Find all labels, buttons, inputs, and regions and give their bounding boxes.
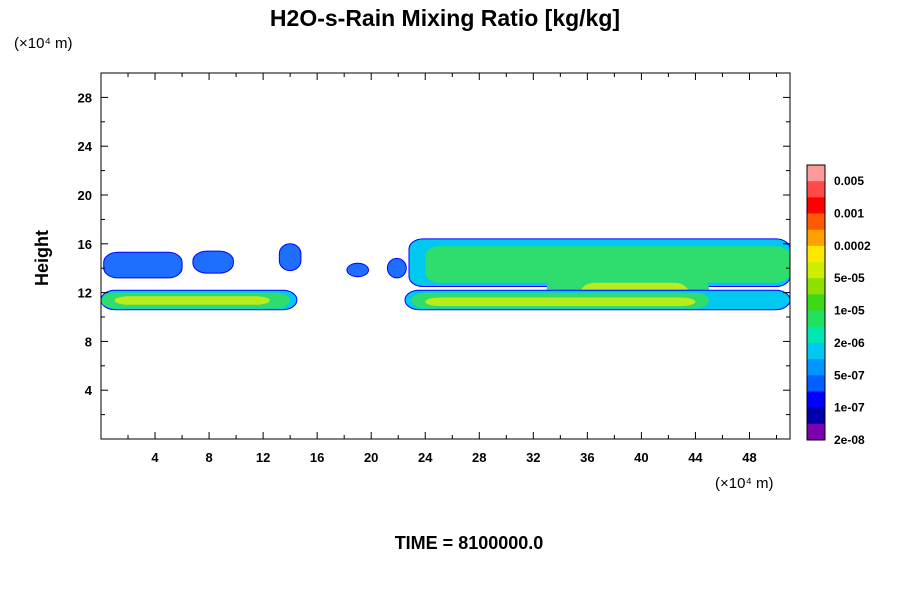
colorbar-swatch-2 xyxy=(807,197,825,214)
colorbar-label-7: 1e-07 xyxy=(834,401,865,415)
chart-title: H2O-s-Rain Mixing Ratio [kg/kg] xyxy=(270,5,620,31)
y-tick-label-12: 12 xyxy=(78,286,92,301)
contour-region-2 xyxy=(278,243,302,272)
colorbar-swatch-0 xyxy=(807,165,825,182)
colorbar-swatch-11 xyxy=(807,342,825,360)
x-tick-label-8: 8 xyxy=(205,450,212,465)
colorbar-swatch-12 xyxy=(807,359,825,376)
x-scale-label: (×10⁴ m) xyxy=(715,475,774,492)
colorbar-label-0: 0.005 xyxy=(834,174,864,188)
x-tick-label-32: 32 xyxy=(526,450,540,465)
plot-frame xyxy=(100,72,791,440)
colorbar-label-4: 1e-05 xyxy=(834,304,865,318)
x-tick-label-44: 44 xyxy=(688,450,703,465)
contour-region-0 xyxy=(103,251,183,279)
x-tick-label-28: 28 xyxy=(472,450,486,465)
colorbar-swatch-6 xyxy=(807,262,825,279)
contour-region-6 xyxy=(425,246,790,283)
x-tick-label-40: 40 xyxy=(634,450,648,465)
y-tick-label-24: 24 xyxy=(78,139,93,154)
contour-region-14 xyxy=(425,297,696,306)
colorbar-label-2: 0.0002 xyxy=(834,239,871,253)
colorbar-swatch-14 xyxy=(807,391,825,408)
colorbar: 0.005 0.001 0.0002 5e-05 1e-05 2e-06 5e-07 1e-0… xyxy=(806,164,871,447)
contour-region-4 xyxy=(386,257,407,279)
y-tick-label-28: 28 xyxy=(78,90,92,105)
colorbar-swatch-10 xyxy=(807,326,825,344)
colorbar-label-1: 0.001 xyxy=(834,207,864,221)
x-tick-label-12: 12 xyxy=(256,450,270,465)
y-axis-label: Height xyxy=(32,230,52,286)
colorbar-swatch-15 xyxy=(807,407,825,425)
y-tick-label-4: 4 xyxy=(85,383,93,398)
colorbar-swatch-3 xyxy=(807,213,825,230)
contour-layer xyxy=(100,238,791,311)
y-tick-label-16: 16 xyxy=(78,237,92,252)
colorbar-swatch-1 xyxy=(807,181,825,198)
colorbar-swatch-4 xyxy=(807,229,825,247)
colorbar-swatch-13 xyxy=(807,375,825,392)
time-footer: TIME = 8100000.0 xyxy=(395,533,544,553)
x-tick-label-4: 4 xyxy=(151,450,159,465)
colorbar-swatch-8 xyxy=(807,294,825,311)
colorbar-swatch-7 xyxy=(807,278,825,295)
contour-region-11 xyxy=(114,296,270,305)
colorbar-label-3: 5e-05 xyxy=(834,271,865,285)
colorbar-swatch-5 xyxy=(807,245,825,263)
contour-region-3 xyxy=(346,262,369,278)
x-tick-label-24: 24 xyxy=(418,450,433,465)
colorbar-label-5: 2e-06 xyxy=(834,336,865,350)
y-tick-label-8: 8 xyxy=(85,334,92,349)
x-tick-label-48: 48 xyxy=(742,450,756,465)
x-tick-label-20: 20 xyxy=(364,450,378,465)
colorbar-swatch-16 xyxy=(807,423,825,441)
colorbar-frame xyxy=(806,164,826,441)
y-scale-label: (×10⁴ m) xyxy=(14,35,73,52)
colorbar-label-8: 2e-08 xyxy=(834,433,865,447)
colorbar-label-6: 5e-07 xyxy=(834,368,865,382)
contour-region-1 xyxy=(192,250,234,274)
x-tick-label-16: 16 xyxy=(310,450,324,465)
colorbar-swatch-9 xyxy=(807,310,825,328)
y-tick-label-20: 20 xyxy=(78,188,92,203)
x-tick-label-36: 36 xyxy=(580,450,594,465)
